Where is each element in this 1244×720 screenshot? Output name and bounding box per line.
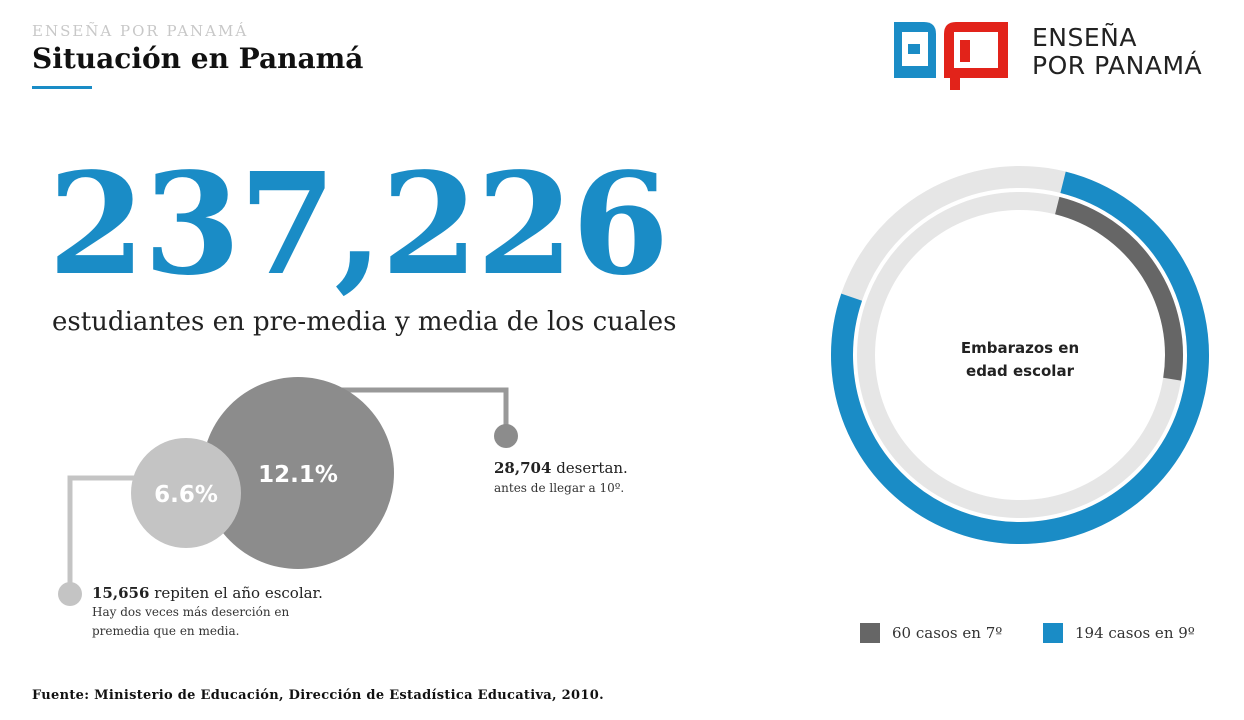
repeat-count: 15,656 [92,584,150,602]
ring-label-1: Embarazos en [960,339,1080,357]
ring-label: Embarazos en edad escolar [940,337,1100,383]
logo-blue-mark [908,44,920,54]
bubble-large [202,377,394,569]
ring-arc-0 [1055,196,1183,381]
logo-wordmark: ENSEÑA POR PANAMÁ [1032,24,1202,80]
repeat-note-1: Hay dos veces más deserción en [92,605,290,619]
bubble-small [131,438,241,548]
bubbles-graphic: 12.1% 6.6% [58,377,518,606]
source-note: Fuente: Ministerio de Educación, Direcci… [32,688,604,703]
logo-line-1: ENSEÑA [1032,23,1137,52]
headline-description: estudiantes en pre-media y media de los … [52,307,677,337]
kicker: ENSEÑA POR PANAMÁ [32,22,249,40]
legend-label-7: 60 casos en 7º [892,624,1003,642]
repeat-label: 15,656 repiten el año escolar. Hay dos v… [92,584,323,641]
dropout-dot [494,424,518,448]
page-title: Situación en Panamá [32,42,364,75]
dropout-note: antes de llegar a 10º. [494,481,625,495]
bubble-small-label: 6.6% [154,482,218,508]
title-underline [32,86,92,89]
headline-number: 237,226 [48,143,669,307]
bubble-large-label: 12.1% [258,462,338,488]
legend-swatch-9 [1043,623,1063,643]
dropout-connector [320,387,509,434]
repeat-connector [67,475,150,592]
ring-label-2: edad escolar [966,362,1074,380]
legend-label-9: 194 casos en 9º [1075,624,1195,642]
logo-mark [894,22,1008,90]
repeat-dot [58,582,82,606]
repeat-note-2: premedia que en media. [92,624,240,638]
dropout-count: 28,704 [494,459,552,477]
ring-arc-1 [831,171,1209,544]
ring-chart [831,166,1209,544]
dropout-label: 28,704 desertan. antes de llegar a 10º. [494,458,628,498]
logo-line-2: POR PANAMÁ [1032,51,1203,80]
dropout-text: desertan. [551,459,628,477]
legend-swatch-7 [860,623,880,643]
logo-red-mark [960,40,970,62]
repeat-text: repiten el año escolar. [149,584,323,602]
